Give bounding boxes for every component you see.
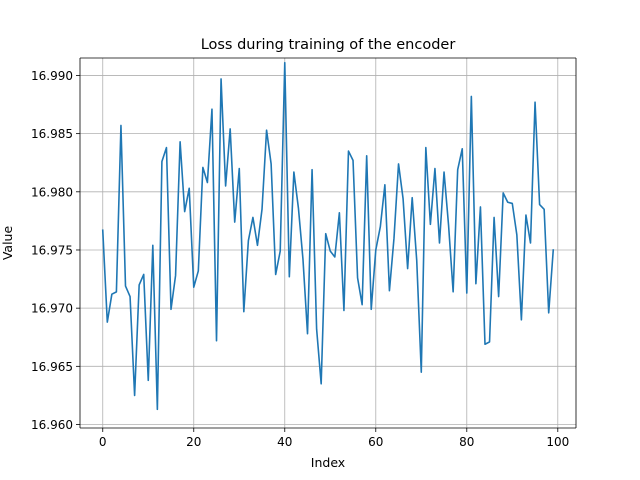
y-tick-label: 16.990 <box>31 69 73 83</box>
x-tick-label: 40 <box>277 435 292 449</box>
x-tick-label: 20 <box>186 435 201 449</box>
x-axis-ticks: 0 20 40 60 80 100 <box>99 428 569 449</box>
x-tick-label: 80 <box>459 435 474 449</box>
y-axis-label: Value <box>0 226 15 261</box>
x-tick-label: 100 <box>546 435 569 449</box>
y-tick-label: 16.970 <box>31 302 73 316</box>
y-tick-label: 16.960 <box>31 418 73 432</box>
chart-title: Loss during training of the encoder <box>201 37 456 53</box>
axes-frame <box>79 57 577 429</box>
y-axis-ticks: 16.960 16.965 16.970 16.975 16.980 16.985 16.9… <box>31 69 80 432</box>
x-tick-label: 0 <box>99 435 107 449</box>
y-tick-label: 16.985 <box>31 127 73 141</box>
series-group <box>101 61 555 411</box>
loss-series-line <box>101 61 555 411</box>
grid-lines <box>80 58 576 428</box>
y-tick-label: 16.965 <box>31 360 73 374</box>
y-tick-label: 16.980 <box>31 185 73 199</box>
x-tick-label: 60 <box>368 435 383 449</box>
x-axis-label: Index <box>311 455 345 470</box>
y-tick-label: 16.975 <box>31 243 73 257</box>
